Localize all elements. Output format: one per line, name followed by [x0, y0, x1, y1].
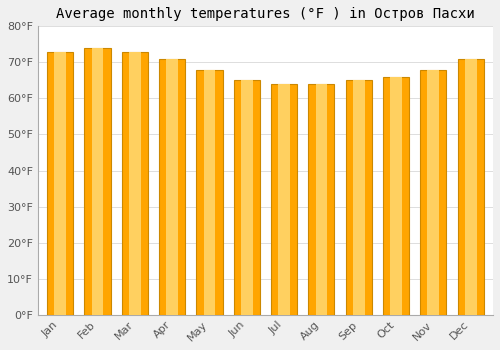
Bar	[166, 59, 178, 315]
Bar	[316, 84, 328, 315]
Bar	[47, 51, 74, 315]
Bar	[346, 80, 372, 315]
Bar	[129, 51, 140, 315]
Bar	[458, 59, 483, 315]
Bar	[428, 70, 439, 315]
Bar	[390, 77, 402, 315]
Bar	[465, 59, 476, 315]
Bar	[383, 77, 409, 315]
Bar	[204, 70, 216, 315]
Bar	[54, 51, 66, 315]
Bar	[234, 80, 260, 315]
Bar	[278, 84, 290, 315]
Bar	[159, 59, 185, 315]
Bar	[420, 70, 446, 315]
Bar	[353, 80, 364, 315]
Bar	[308, 84, 334, 315]
Bar	[122, 51, 148, 315]
Title: Average monthly temperatures (°F ) in Остров Пасхи: Average monthly temperatures (°F ) in Ос…	[56, 7, 475, 21]
Bar	[241, 80, 252, 315]
Bar	[84, 48, 110, 315]
Bar	[271, 84, 297, 315]
Bar	[196, 70, 222, 315]
Bar	[92, 48, 104, 315]
